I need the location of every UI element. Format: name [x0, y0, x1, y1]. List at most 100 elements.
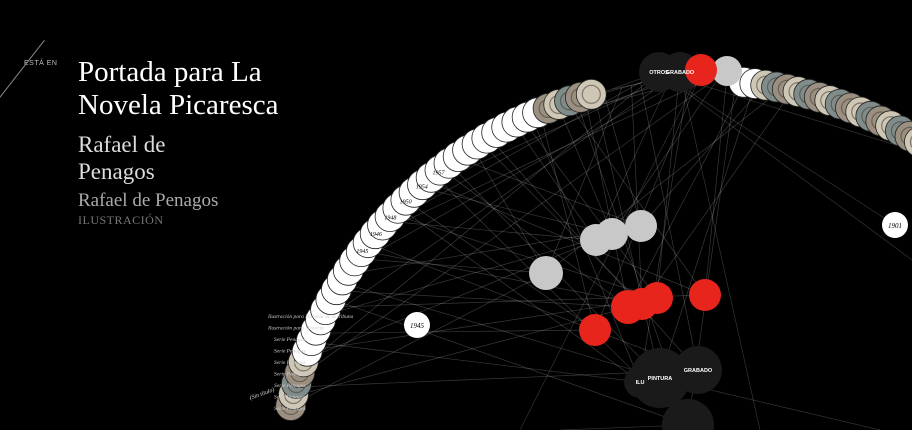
connection-line — [480, 141, 643, 305]
artwork-ring[interactable] — [275, 66, 912, 421]
collection-node[interactable] — [596, 218, 628, 250]
highlight-node[interactable] — [689, 279, 721, 311]
artwork-label: Serie Penagos — [274, 349, 306, 355]
connection-line — [539, 111, 596, 331]
connection-line — [557, 104, 613, 235]
connection-line — [307, 297, 658, 352]
connection-line — [426, 180, 706, 296]
breadcrumb-label: ESTÁ EN — [24, 60, 58, 67]
year-label: 1945 — [356, 248, 368, 255]
year-label: 1950 — [400, 199, 412, 205]
connection-line — [611, 80, 718, 235]
year-node-label: 1901 — [888, 222, 902, 230]
node-labels: 19571954195019481946194519451901OTROSGRA… — [249, 70, 902, 412]
author-secondary[interactable]: Rafael de Penagos — [78, 190, 219, 211]
tag-node-label: GRABADO — [666, 70, 695, 76]
connection-line — [659, 83, 756, 379]
connection-line — [392, 213, 658, 299]
artwork-thumbnail[interactable] — [575, 78, 607, 110]
year-node[interactable] — [882, 212, 908, 238]
artwork-label: Serie Penagos — [274, 383, 306, 389]
year-label: 1948 — [384, 214, 396, 221]
year-label: 1954 — [416, 183, 428, 190]
connection-line — [519, 69, 702, 430]
connection-line — [290, 272, 547, 406]
connection-line — [405, 200, 596, 331]
artwork-detail — [581, 84, 601, 104]
connection-line — [398, 206, 641, 383]
tag-node[interactable] — [674, 346, 722, 394]
highlight-node[interactable] — [579, 314, 611, 346]
connection-line — [594, 79, 699, 331]
connection-line — [656, 80, 680, 299]
connection-line — [367, 242, 699, 371]
year-node[interactable] — [404, 312, 430, 338]
artwork-label: Serie Penagos — [274, 395, 306, 401]
connection-line — [640, 84, 765, 227]
connection-line — [310, 341, 641, 383]
tag-node-label: GRABADO — [684, 368, 713, 374]
connection-line — [522, 119, 658, 299]
connection-line — [641, 90, 793, 305]
tag-node-label: OTROS — [649, 70, 669, 76]
artwork-label: Serie Penagos — [274, 360, 306, 366]
category-label[interactable]: ILUSTRACIÓN — [78, 213, 164, 227]
artwork-label: Ilustración para Historia — [267, 326, 324, 332]
year-label: 1946 — [370, 231, 382, 238]
connection-line — [361, 250, 643, 305]
collection-node[interactable] — [712, 56, 742, 86]
artwork-label: Serie Penagos — [274, 337, 306, 343]
connection-line — [335, 290, 629, 308]
connection-line — [595, 80, 670, 241]
connection-line — [356, 258, 547, 274]
connection-line — [297, 70, 728, 379]
connection-line — [300, 71, 660, 370]
connection-line — [566, 101, 706, 296]
author-name[interactable]: Rafael de Penagos — [78, 132, 166, 184]
collection-node[interactable] — [625, 210, 657, 242]
page-title: Portada para La Novela Picaresca — [78, 56, 279, 121]
connection-line — [373, 70, 728, 237]
artwork-detail — [909, 135, 912, 148]
network-nodes[interactable] — [404, 52, 908, 430]
connection-line — [322, 233, 613, 317]
connection-line — [631, 85, 643, 305]
year-label: 1957 — [433, 170, 446, 176]
connection-line — [350, 69, 702, 267]
artwork-label: Ilustración para Historia de la tribuna — [267, 314, 354, 320]
connection-line — [584, 95, 629, 308]
connection-line — [639, 80, 689, 383]
connection-line — [331, 298, 689, 426]
highlight-node[interactable] — [641, 282, 673, 314]
connection-line — [385, 220, 597, 241]
connection-line — [318, 71, 681, 325]
artwork-label: Serie Penagos — [274, 372, 306, 378]
connection-line — [658, 71, 912, 261]
connection-line — [379, 71, 660, 229]
artwork-label: Serie Penagos — [274, 406, 306, 412]
connection-line — [513, 123, 597, 241]
connection-line — [419, 187, 613, 235]
connection-line — [472, 146, 547, 274]
highlight-node[interactable] — [685, 54, 717, 86]
tag-node-label: ILU — [636, 380, 645, 386]
ring-label: (Sin título) — [249, 386, 276, 401]
connection-line — [627, 82, 746, 308]
connection-line — [603, 91, 642, 227]
tag-node[interactable] — [624, 366, 656, 398]
year-node-label: 1945 — [410, 322, 425, 330]
connection-line — [640, 84, 699, 371]
tag-node[interactable] — [662, 399, 714, 430]
connection-line — [456, 157, 642, 227]
collection-node[interactable] — [529, 256, 563, 290]
connection-line — [441, 168, 629, 308]
connection-line — [545, 87, 623, 274]
connection-line — [340, 282, 661, 379]
connection-line — [314, 329, 596, 334]
connection-line — [679, 71, 761, 430]
artwork-thumbnail[interactable] — [904, 127, 912, 157]
tag-node-label: PINTURA — [648, 376, 672, 382]
connection-line — [658, 71, 896, 226]
connection-line — [704, 80, 727, 296]
